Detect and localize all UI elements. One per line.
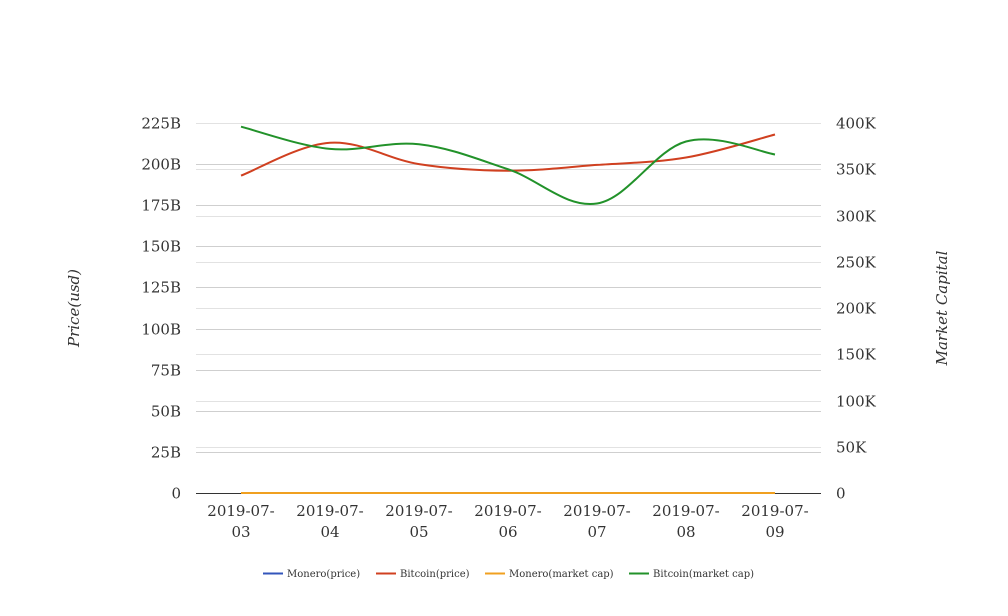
legend-label: Bitcoin(price) [400,569,470,580]
x-tick-label-line: 03 [231,523,250,541]
x-tick-label-line: 04 [320,523,339,541]
left-tick-label: 0 [171,485,181,503]
right-tick-label: 0 [836,485,846,503]
series-line-bitcoin-price [240,133,776,177]
right-tick-label: 350K [836,161,877,179]
right-tick-label: 250K [836,254,877,272]
right-axis-title: Market Capital [933,250,951,366]
right-tick-label: 400K [836,115,877,133]
legend-label: Monero(market cap) [509,569,614,580]
x-tick-label-line: 05 [409,523,428,541]
x-tick-label: 2019-07- 08 [652,502,719,541]
x-tick-label-line: 2019-07- [652,502,719,520]
left-tick-label: 25B [151,444,181,462]
x-tick-label: 2019-07- 06 [474,502,541,541]
left-tick-label: 100B [141,321,181,339]
x-tick-label-line: 06 [498,523,517,541]
left-tick-label: 75B [151,362,181,380]
x-tick-label: 2019-07- 03 [207,502,274,541]
legend-label: Bitcoin(market cap) [653,569,754,580]
left-tick-label: 150B [141,238,181,256]
x-tick-label: 2019-07- 04 [296,502,363,541]
x-tick-label-line: 08 [676,523,695,541]
x-tick-label-line: 2019-07- [474,502,541,520]
legend-label: Monero(price) [287,569,360,580]
x-tick-label: 2019-07- 05 [385,502,452,541]
left-tick-label: 50B [151,403,181,421]
x-axis-ticks: 2019-07- 03 2019-07- 04 2019-07- 05 2019-07- 06… [207,502,808,541]
left-tick-label: 200B [141,156,181,174]
x-tick-label-line: 09 [765,523,784,541]
left-axis-ticks: 0 25B 50B 75B 100B 125B 150B 175B 200B 225B [141,115,181,503]
right-tick-label: 150K [836,346,877,364]
right-tick-label: 100K [836,393,877,411]
x-tick-label-line: 2019-07- [385,502,452,520]
legend: Monero(price) Bitcoin(price) Monero(market… [263,569,754,580]
x-tick-label-line: 2019-07- [296,502,363,520]
right-tick-label: 300K [836,208,877,226]
left-tick-label: 225B [141,115,181,133]
right-tick-label: 50K [836,439,867,457]
series-lines [240,125,776,495]
x-tick-label-line: 2019-07- [207,502,274,520]
right-tick-label: 200K [836,300,877,318]
x-tick-label-line: 2019-07- [741,502,808,520]
x-tick-label-line: 2019-07- [563,502,630,520]
left-gridlines [196,123,821,453]
left-tick-label: 125B [141,279,181,297]
left-axis-title: Price(usd) [65,269,83,348]
series-line-bitcoin-market-cap [240,125,776,206]
x-tick-label: 2019-07- 07 [563,502,630,541]
right-axis-ticks: 0 50K 100K 150K 200K 250K 300K 350K 400K [836,115,877,503]
right-gridlines [196,123,821,448]
left-tick-label: 175B [141,197,181,215]
x-tick-label: 2019-07- 09 [741,502,808,541]
x-tick-label-line: 07 [587,523,606,541]
